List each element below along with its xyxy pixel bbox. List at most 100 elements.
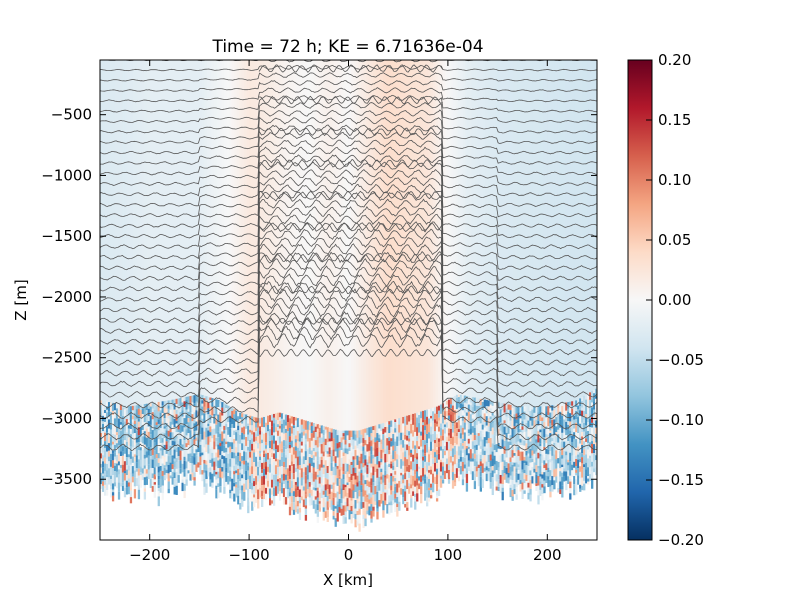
turbulence-cell (386, 445, 389, 454)
turbulence-cell (125, 447, 129, 458)
turbulence-cell (227, 408, 230, 416)
turbulence-cell (557, 482, 560, 489)
turbulence-cell (479, 486, 482, 492)
turbulence-cell (153, 482, 156, 485)
turbulence-cell (364, 490, 367, 496)
turbulence-cell (243, 419, 246, 427)
turbulence-cell (261, 472, 264, 477)
turbulence-cell (143, 468, 147, 478)
turbulence-cell (268, 429, 272, 437)
turbulence-cell (380, 493, 383, 504)
turbulence-cell (529, 406, 532, 412)
turbulence-cell (288, 478, 292, 488)
turbulence-cell (255, 440, 258, 444)
turbulence-cell (167, 481, 170, 489)
turbulence-cell (147, 421, 150, 427)
turbulence-cell (251, 416, 254, 426)
turbulence-cell (463, 441, 467, 450)
turbulence-cell (352, 467, 355, 476)
turbulence-cell (255, 466, 258, 477)
turbulence-cell (318, 453, 321, 457)
turbulence-cell (591, 402, 594, 408)
field-strip (405, 60, 409, 435)
turbulence-cell (439, 462, 443, 472)
turbulence-cell (203, 478, 206, 487)
turbulence-cell (139, 450, 143, 460)
turbulence-cell (346, 463, 349, 472)
turbulence-cell (304, 444, 308, 452)
turbulence-cell (465, 473, 469, 484)
turbulence-cell (270, 473, 274, 480)
turbulence-cell (245, 445, 248, 453)
turbulence-cell (430, 408, 433, 416)
turbulence-cell (422, 410, 425, 420)
turbulence-cell (167, 436, 170, 440)
turbulence-cell (457, 429, 461, 433)
turbulence-cell (133, 470, 137, 478)
turbulence-cell (366, 502, 369, 511)
turbulence-cell (278, 474, 282, 479)
turbulence-cell (199, 408, 202, 417)
field-strip (204, 60, 208, 415)
turbulence-cell (133, 477, 137, 487)
turbulence-cell (127, 454, 131, 458)
turbulence-cell (189, 453, 192, 458)
turbulence-cell (402, 423, 405, 433)
turbulence-cell (169, 409, 172, 415)
turbulence-cell (217, 431, 220, 438)
turbulence-cell (117, 453, 121, 462)
turbulence-cell (370, 426, 373, 434)
turbulence-cell (326, 489, 329, 496)
turbulence-cell (469, 414, 473, 422)
contour-line (100, 273, 597, 366)
turbulence-cell (445, 473, 449, 478)
turbulence-cell (396, 507, 399, 517)
turbulence-cell (358, 480, 361, 491)
turbulence-cell (587, 478, 590, 482)
turbulence-cell (515, 419, 518, 424)
turbulence-cell (589, 409, 592, 419)
turbulence-cell (593, 453, 596, 462)
turbulence-cell (332, 485, 335, 493)
turbulence-cell (565, 459, 568, 465)
turbulence-cell (515, 451, 518, 456)
turbulence-cell (268, 452, 272, 459)
turbulence-cell (595, 427, 597, 434)
turbulence-cell (320, 498, 323, 508)
turbulence-cell (163, 407, 166, 413)
field-strip (244, 60, 248, 433)
turbulence-cell (326, 495, 329, 502)
field-strip (423, 60, 427, 429)
turbulence-cell (559, 419, 562, 426)
turbulence-cell (163, 444, 166, 451)
turbulence-cell (219, 477, 222, 487)
turbulence-cell (161, 442, 164, 448)
turbulence-cell (577, 459, 580, 469)
turbulence-cell (356, 498, 359, 504)
field-strip (512, 60, 516, 424)
turbulence-cell (302, 447, 306, 457)
turbulence-cell (418, 466, 421, 470)
field-strip (134, 60, 138, 424)
turbulence-cell (117, 491, 121, 500)
turbulence-cell (261, 417, 264, 427)
turbulence-cell (268, 464, 272, 473)
turbulence-cell (270, 452, 274, 458)
turbulence-cell (193, 406, 196, 413)
turbulence-cell (439, 471, 443, 476)
turbulence-cell (398, 492, 401, 502)
turbulence-cell (551, 438, 554, 442)
turbulence-cell (151, 467, 154, 474)
turbulence-cell (420, 467, 423, 476)
turbulence-cell (555, 450, 558, 460)
plot-area (100, 60, 597, 532)
turbulence-cell (171, 464, 174, 470)
turbulence-cell (479, 476, 482, 487)
turbulence-cell (348, 440, 351, 444)
turbulence-cell (356, 469, 359, 476)
turbulence-cell (268, 458, 272, 465)
turbulence-cell (553, 454, 556, 464)
turbulence-cell (384, 449, 387, 454)
turbulence-cell (497, 454, 500, 462)
turbulence-cell (352, 504, 355, 508)
